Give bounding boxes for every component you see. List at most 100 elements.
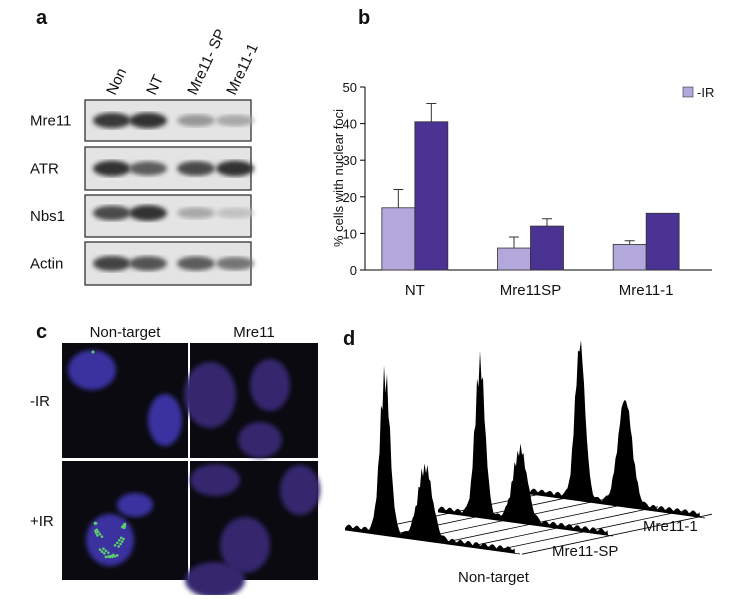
focus <box>119 536 123 540</box>
band <box>129 112 167 129</box>
bar <box>530 225 564 271</box>
row-label: -IR <box>30 393 50 410</box>
focus <box>109 554 113 558</box>
floor-line <box>521 513 713 555</box>
focus <box>117 545 120 548</box>
bar <box>612 243 647 271</box>
focus <box>98 548 102 551</box>
focus <box>113 544 117 547</box>
nucleus <box>117 493 153 517</box>
band <box>177 114 215 127</box>
focus <box>104 549 108 553</box>
histogram <box>438 350 608 536</box>
band <box>177 207 215 219</box>
panel-letter: d <box>343 328 355 350</box>
band <box>177 161 215 176</box>
focus <box>107 555 110 558</box>
band <box>93 205 131 221</box>
y-tick-label: 40 <box>343 117 357 132</box>
focus <box>94 522 98 525</box>
error-bar <box>509 236 519 249</box>
focus <box>115 541 119 545</box>
histogram <box>530 340 700 518</box>
row-label: Actin <box>30 256 63 273</box>
focus <box>94 531 98 535</box>
error-bar <box>624 240 635 245</box>
bar <box>414 121 449 271</box>
x-tick-label: NT <box>405 282 425 299</box>
y-tick-label: 20 <box>343 190 357 205</box>
row-label: Nbs1 <box>30 208 65 225</box>
nucleus <box>148 394 182 446</box>
nucleus <box>190 464 240 496</box>
legend-swatch <box>682 86 694 98</box>
focus <box>94 529 97 533</box>
histogram <box>345 365 515 554</box>
focus <box>100 550 104 553</box>
band <box>129 161 167 176</box>
band <box>216 256 254 271</box>
panel-letter: c <box>36 321 47 343</box>
focus <box>102 547 105 550</box>
nucleus <box>250 359 290 411</box>
y-tick-label: 0 <box>350 263 357 278</box>
x-tick-label: Mre11SP <box>500 282 561 299</box>
focus <box>123 522 127 526</box>
focus <box>96 534 99 537</box>
histogram-label: Non-target <box>458 569 530 586</box>
y-tick-label: 30 <box>343 153 357 168</box>
row-label: +IR <box>30 513 54 530</box>
band <box>216 207 254 219</box>
bar-chart: 0 10 20 30 40 50 NT Mre11SP Mre11-1 -IR <box>343 80 715 299</box>
focus <box>115 554 119 557</box>
band <box>177 256 215 271</box>
focus <box>106 551 110 554</box>
nucleus <box>280 465 320 515</box>
bar <box>497 247 531 271</box>
band <box>216 114 254 127</box>
error-bar <box>542 218 552 227</box>
histogram-label: Mre11-1 <box>643 518 698 535</box>
nucleus <box>184 362 236 428</box>
focus <box>120 540 124 543</box>
panel-letter: b <box>358 7 370 29</box>
focus <box>113 554 117 558</box>
nucleus <box>68 350 116 390</box>
column-label: Non-target <box>90 324 162 341</box>
focus <box>96 530 100 534</box>
lane-label: Non <box>103 66 130 98</box>
focus <box>118 539 121 542</box>
row-label: Mre11 <box>30 113 71 130</box>
focus <box>91 350 95 354</box>
flow-histograms <box>344 340 713 555</box>
column-label: Mre11 <box>233 324 274 341</box>
focus <box>98 532 102 536</box>
nucleus <box>220 517 270 573</box>
focus <box>100 535 104 538</box>
lane-labels: Non NT Mre11- SP Mre11-1 <box>103 27 262 98</box>
blots: Mre11 ATR Nbs1 Actin <box>30 99 254 286</box>
band <box>93 112 131 129</box>
row-label: ATR <box>30 161 59 178</box>
nucleus <box>238 422 282 458</box>
band <box>93 255 131 272</box>
band <box>216 160 254 177</box>
band <box>129 205 167 221</box>
focus <box>102 552 106 555</box>
y-tick-label: 10 <box>343 226 357 241</box>
histogram-label: Mre11-SP <box>552 543 618 560</box>
y-tick-label: 50 <box>343 80 357 95</box>
nucleus <box>185 562 245 598</box>
legend-label: -IR <box>697 85 714 100</box>
error-bar <box>426 102 437 122</box>
band <box>129 256 167 271</box>
x-tick-label: Mre11-1 <box>619 282 674 299</box>
panel-letter: a <box>36 7 48 29</box>
lane-label: NT <box>143 72 167 97</box>
bar <box>381 207 416 271</box>
bar <box>645 212 680 271</box>
lane-label: Mre11-1 <box>223 41 262 98</box>
focus <box>122 537 125 541</box>
lane-label: Mre11- SP <box>184 27 229 98</box>
